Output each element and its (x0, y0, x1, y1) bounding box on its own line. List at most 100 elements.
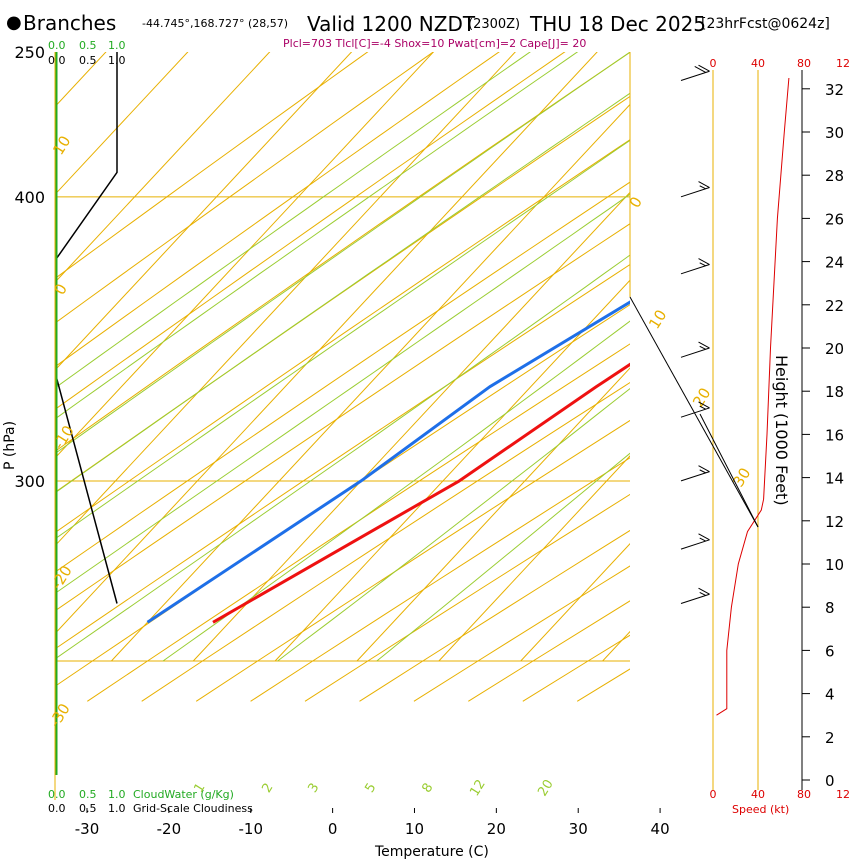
isotherm-line (55, 52, 435, 459)
isotherm-line (274, 279, 630, 662)
dry-adiabat-line (632, 0, 850, 701)
height-tick-label: 12 (825, 513, 844, 531)
x-tick-label: 0 (328, 820, 338, 838)
pressure-tick-label: 300 (14, 472, 45, 491)
speed-tick-label-bottom: 80 (797, 788, 811, 801)
wind-speed-line (716, 77, 790, 716)
isotherm-line (55, 52, 189, 196)
height-tick-label: 6 (825, 642, 835, 660)
isotherm-line (602, 630, 630, 662)
moist-adiabat-line (55, 52, 531, 389)
wind-barb-half-feather (699, 185, 706, 190)
dry-adiabat-line (55, 181, 630, 573)
speed-tick-label-top: 0 (710, 57, 717, 70)
x-tick-label: 10 (405, 820, 424, 838)
isotherm-line (55, 52, 271, 284)
cloud-water-bottom-0: 0.0 (48, 788, 66, 801)
isotherm-label: -30 (46, 700, 74, 730)
dry-adiabat-line (55, 223, 630, 612)
moist-adiabat-line (55, 139, 630, 540)
isotherm-line (192, 191, 630, 662)
height-tick-label: 18 (825, 383, 844, 401)
valid-time: Valid 1200 NZDT (307, 12, 476, 36)
x-tick-label: 30 (569, 820, 588, 838)
mixing-ratio-label: 8 (419, 781, 436, 796)
height-connector-line (629, 296, 759, 528)
moist-adiabat-line (162, 320, 630, 662)
mixing-ratio-label: 3 (305, 781, 322, 796)
height-tick-label: 8 (825, 599, 835, 617)
speed-tick-label-top: 40 (751, 57, 765, 70)
cloud-water-top-1: 0.5 (79, 39, 97, 52)
x-tick-label: 40 (651, 820, 670, 838)
wind-barb-half-feather (699, 262, 706, 267)
dry-adiabat-line (55, 263, 630, 650)
isotherm-line (520, 543, 630, 662)
site-coords: -44.745°,168.727° (28,57) (142, 17, 288, 30)
wind-barb-feather (698, 465, 710, 473)
height-tick-label: 2 (825, 729, 835, 747)
valid-utc: (2300Z) (468, 17, 520, 32)
diagram-clipped (55, 0, 850, 775)
isotherm-label: 0 (626, 194, 646, 212)
wind-barb-half-feather (699, 405, 706, 410)
moist-adiabat-line (55, 92, 630, 494)
cloud-cover-bottom-0: 0.0 (48, 802, 66, 815)
dry-adiabat-line (55, 139, 630, 534)
cloud-cover-bottom-2: 1.0 (108, 802, 126, 815)
wind-barb-staff (680, 539, 710, 550)
mixing-ratio-label: 5 (362, 781, 379, 796)
dry-adiabat-line (359, 529, 630, 702)
dry-adiabat-line (55, 52, 369, 280)
wind-barb-half-feather (699, 537, 706, 542)
height-tick-label: 10 (825, 556, 844, 574)
cloud-water-label: CloudWater (g/Kg) (133, 788, 234, 801)
wind-barb-feather (694, 66, 706, 73)
y-axis-title: P (hPa) (2, 421, 18, 470)
wind-barb-half-feather (699, 469, 706, 474)
pressure-tick-label: 250 (14, 43, 45, 62)
pressure-tick-label: 400 (14, 188, 45, 207)
x-tick-label: -10 (238, 820, 263, 838)
wind-barb-half-feather (699, 592, 706, 596)
temperature-line (212, 362, 630, 624)
wind-barb-staff (680, 187, 710, 198)
cloudiness-label: Grid-Scale Cloudiness (133, 802, 253, 815)
height-tick-label: 28 (825, 167, 844, 185)
wind-barb-staff (680, 471, 710, 482)
wind-barb (680, 587, 710, 604)
moist-adiabat-line (277, 387, 630, 662)
moist-adiabat-line (55, 193, 630, 595)
wind-barb (680, 258, 710, 275)
valid-date: THU 18 Dec 2025 (529, 12, 706, 36)
wind-barb-feather (698, 341, 710, 349)
wind-barb (680, 64, 710, 81)
dry-adiabat-line (304, 493, 630, 702)
x-tick-label: 20 (487, 820, 506, 838)
isotherm-label: 20 (689, 384, 714, 410)
isotherm-line (111, 103, 630, 662)
wind-barb (680, 181, 710, 198)
x-axis-title: Temperature (C) (374, 844, 489, 860)
wind-barb-staff (680, 347, 710, 358)
dry-adiabat-line (522, 634, 630, 702)
wind-barb-feather (698, 258, 710, 265)
forecast-info: [23hrFcst@0624z] (701, 16, 830, 32)
isotherm-label: 10 (49, 132, 74, 158)
wind-barb-staff (680, 593, 710, 604)
speed-tick-label-top: 80 (797, 57, 811, 70)
dry-adiabat-line (55, 52, 500, 368)
cloud-water-bottom-1: 0.5 (79, 788, 97, 801)
site-name: Branches (23, 11, 116, 35)
isotherm-label: -10 (50, 422, 78, 452)
moist-adiabat-line (55, 52, 630, 455)
cloud-water-top-0: 0.0 (48, 39, 66, 52)
wind-barb (680, 465, 710, 482)
speed-tick-label-bottom: 0 (710, 788, 717, 801)
sounding-indices: Plcl=703 Tlcl[C]=-4 Shox=10 Pwat[cm]=2 C… (283, 37, 586, 50)
cloud-fraction-line (55, 52, 118, 604)
wind-barb-feather (698, 401, 710, 409)
wind-barb-feather (698, 181, 710, 188)
